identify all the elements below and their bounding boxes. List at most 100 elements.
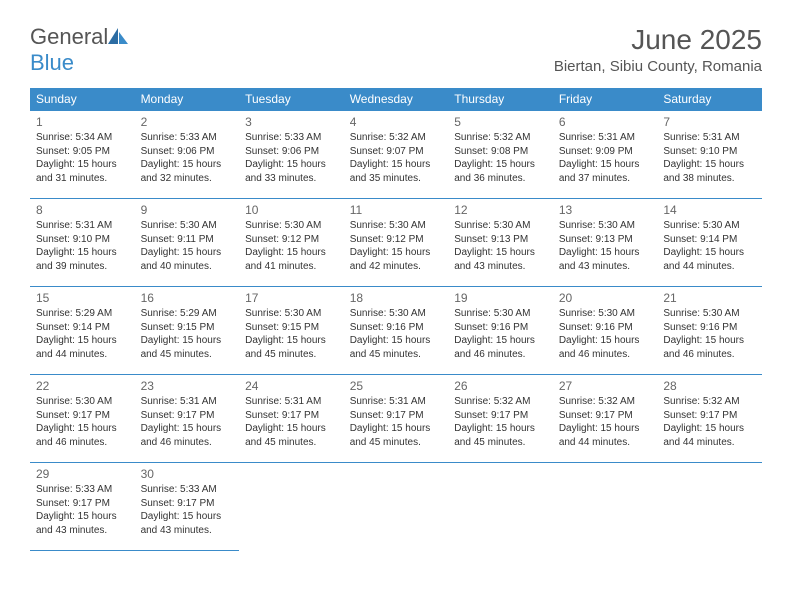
empty-cell — [553, 463, 658, 551]
day-number: 6 — [559, 115, 652, 129]
day-cell: 15Sunrise: 5:29 AMSunset: 9:14 PMDayligh… — [30, 287, 135, 375]
day-number: 4 — [350, 115, 443, 129]
day-number: 22 — [36, 379, 129, 393]
day-cell: 14Sunrise: 5:30 AMSunset: 9:14 PMDayligh… — [657, 199, 762, 287]
calendar-row: 22 Sunrise: 5:30 AMSunset: 9:17 PMDayligh… — [30, 375, 762, 463]
day-info: Sunrise: 5:32 AMSunset: 9:07 PMDaylight:… — [350, 131, 443, 185]
weekday-header: Saturday — [657, 88, 762, 111]
day-cell: 29 Sunrise: 5:33 AMSunset: 9:17 PMDayligh… — [30, 463, 135, 551]
day-cell: 8Sunrise: 5:31 AMSunset: 9:10 PMDaylight… — [30, 199, 135, 287]
day-number: 17 — [245, 291, 338, 305]
weekday-header: Tuesday — [239, 88, 344, 111]
title-block: June 2025 Biertan, Sibiu County, Romania — [554, 24, 762, 75]
calendar-table: SundayMondayTuesdayWednesdayThursdayFrid… — [30, 88, 762, 551]
day-info: Sunrise: 5:31 AMSunset: 9:10 PMDaylight:… — [36, 219, 129, 273]
day-cell: 13 Sunrise: 5:30 AMSunset: 9:13 PMDayligh… — [553, 199, 658, 287]
day-number: 26 — [454, 379, 547, 393]
day-info: Sunrise: 5:30 AMSunset: 9:17 PMDaylight:… — [36, 395, 129, 449]
day-cell: 17 Sunrise: 5:30 AMSunset: 9:15 PMDayligh… — [239, 287, 344, 375]
day-info: Sunrise: 5:30 AMSunset: 9:16 PMDaylight:… — [559, 307, 652, 361]
day-cell: 19Sunrise: 5:30 AMSunset: 9:16 PMDayligh… — [448, 287, 553, 375]
day-cell: 3 Sunrise: 5:33 AMSunset: 9:06 PMDaylight… — [239, 111, 344, 199]
day-info: Sunrise: 5:31 AMSunset: 9:10 PMDaylight:… — [663, 131, 756, 185]
calendar-row: 1 Sunrise: 5:34 AMSunset: 9:05 PMDaylight… — [30, 111, 762, 199]
day-cell: 24Sunrise: 5:31 AMSunset: 9:17 PMDayligh… — [239, 375, 344, 463]
day-number: 19 — [454, 291, 547, 305]
day-info: Sunrise: 5:32 AMSunset: 9:17 PMDaylight:… — [663, 395, 756, 449]
day-info: Sunrise: 5:31 AMSunset: 9:17 PMDaylight:… — [350, 395, 443, 449]
logo-blue: Blue — [30, 50, 74, 75]
day-number: 29 — [36, 467, 129, 481]
day-number: 2 — [141, 115, 234, 129]
day-number: 16 — [141, 291, 234, 305]
day-info: Sunrise: 5:32 AMSunset: 9:17 PMDaylight:… — [559, 395, 652, 449]
day-info: Sunrise: 5:32 AMSunset: 9:08 PMDaylight:… — [454, 131, 547, 185]
day-info: Sunrise: 5:33 AMSunset: 9:06 PMDaylight:… — [141, 131, 234, 185]
day-cell: 12 Sunrise: 5:30 AMSunset: 9:13 PMDayligh… — [448, 199, 553, 287]
calendar-row: 29 Sunrise: 5:33 AMSunset: 9:17 PMDayligh… — [30, 463, 762, 551]
day-cell: 20Sunrise: 5:30 AMSunset: 9:16 PMDayligh… — [553, 287, 658, 375]
weekday-header: Sunday — [30, 88, 135, 111]
day-cell: 30 Sunrise: 5:33 AMSunset: 9:17 PMDayligh… — [135, 463, 240, 551]
day-info: Sunrise: 5:30 AMSunset: 9:13 PMDaylight:… — [559, 219, 652, 273]
day-number: 13 — [559, 203, 652, 217]
empty-cell — [344, 463, 449, 551]
day-number: 7 — [663, 115, 756, 129]
calendar-body: 1 Sunrise: 5:34 AMSunset: 9:05 PMDaylight… — [30, 111, 762, 551]
day-info: Sunrise: 5:31 AMSunset: 9:17 PMDaylight:… — [141, 395, 234, 449]
day-cell: 1 Sunrise: 5:34 AMSunset: 9:05 PMDaylight… — [30, 111, 135, 199]
day-cell: 22 Sunrise: 5:30 AMSunset: 9:17 PMDayligh… — [30, 375, 135, 463]
day-cell: 25 Sunrise: 5:31 AMSunset: 9:17 PMDayligh… — [344, 375, 449, 463]
day-number: 3 — [245, 115, 338, 129]
day-number: 18 — [350, 291, 443, 305]
day-number: 10 — [245, 203, 338, 217]
calendar-row: 8Sunrise: 5:31 AMSunset: 9:10 PMDaylight… — [30, 199, 762, 287]
day-number: 15 — [36, 291, 129, 305]
day-cell: 9Sunrise: 5:30 AMSunset: 9:11 PMDaylight… — [135, 199, 240, 287]
day-number: 24 — [245, 379, 338, 393]
location: Biertan, Sibiu County, Romania — [554, 58, 762, 75]
day-info: Sunrise: 5:29 AMSunset: 9:15 PMDaylight:… — [141, 307, 234, 361]
day-number: 27 — [559, 379, 652, 393]
day-number: 28 — [663, 379, 756, 393]
weekday-header: Monday — [135, 88, 240, 111]
day-info: Sunrise: 5:30 AMSunset: 9:16 PMDaylight:… — [663, 307, 756, 361]
day-number: 30 — [141, 467, 234, 481]
day-number: 14 — [663, 203, 756, 217]
day-number: 1 — [36, 115, 129, 129]
weekday-header-row: SundayMondayTuesdayWednesdayThursdayFrid… — [30, 88, 762, 111]
weekday-header: Friday — [553, 88, 658, 111]
day-cell: 27 Sunrise: 5:32 AMSunset: 9:17 PMDayligh… — [553, 375, 658, 463]
day-cell: 16 Sunrise: 5:29 AMSunset: 9:15 PMDayligh… — [135, 287, 240, 375]
day-info: Sunrise: 5:34 AMSunset: 9:05 PMDaylight:… — [36, 131, 129, 185]
weekday-header: Thursday — [448, 88, 553, 111]
logo: General Blue — [30, 24, 130, 76]
day-cell: 6Sunrise: 5:31 AMSunset: 9:09 PMDaylight… — [553, 111, 658, 199]
day-cell: 10 Sunrise: 5:30 AMSunset: 9:12 PMDayligh… — [239, 199, 344, 287]
day-number: 23 — [141, 379, 234, 393]
day-cell: 21Sunrise: 5:30 AMSunset: 9:16 PMDayligh… — [657, 287, 762, 375]
day-info: Sunrise: 5:30 AMSunset: 9:13 PMDaylight:… — [454, 219, 547, 273]
day-info: Sunrise: 5:33 AMSunset: 9:06 PMDaylight:… — [245, 131, 338, 185]
day-number: 11 — [350, 203, 443, 217]
day-info: Sunrise: 5:30 AMSunset: 9:12 PMDaylight:… — [350, 219, 443, 273]
empty-cell — [657, 463, 762, 551]
logo-text: General Blue — [30, 24, 130, 76]
day-number: 5 — [454, 115, 547, 129]
day-cell: 4 Sunrise: 5:32 AMSunset: 9:07 PMDaylight… — [344, 111, 449, 199]
day-info: Sunrise: 5:32 AMSunset: 9:17 PMDaylight:… — [454, 395, 547, 449]
day-cell: 23 Sunrise: 5:31 AMSunset: 9:17 PMDayligh… — [135, 375, 240, 463]
day-info: Sunrise: 5:30 AMSunset: 9:12 PMDaylight:… — [245, 219, 338, 273]
logo-general: General — [30, 24, 108, 49]
day-number: 25 — [350, 379, 443, 393]
day-number: 12 — [454, 203, 547, 217]
day-cell: 26 Sunrise: 5:32 AMSunset: 9:17 PMDayligh… — [448, 375, 553, 463]
day-cell: 5 Sunrise: 5:32 AMSunset: 9:08 PMDaylight… — [448, 111, 553, 199]
day-cell: 28 Sunrise: 5:32 AMSunset: 9:17 PMDayligh… — [657, 375, 762, 463]
day-info: Sunrise: 5:33 AMSunset: 9:17 PMDaylight:… — [141, 483, 234, 537]
day-info: Sunrise: 5:33 AMSunset: 9:17 PMDaylight:… — [36, 483, 129, 537]
day-cell: 11 Sunrise: 5:30 AMSunset: 9:12 PMDayligh… — [344, 199, 449, 287]
day-info: Sunrise: 5:30 AMSunset: 9:11 PMDaylight:… — [141, 219, 234, 273]
day-cell: 2 Sunrise: 5:33 AMSunset: 9:06 PMDaylight… — [135, 111, 240, 199]
day-info: Sunrise: 5:30 AMSunset: 9:15 PMDaylight:… — [245, 307, 338, 361]
